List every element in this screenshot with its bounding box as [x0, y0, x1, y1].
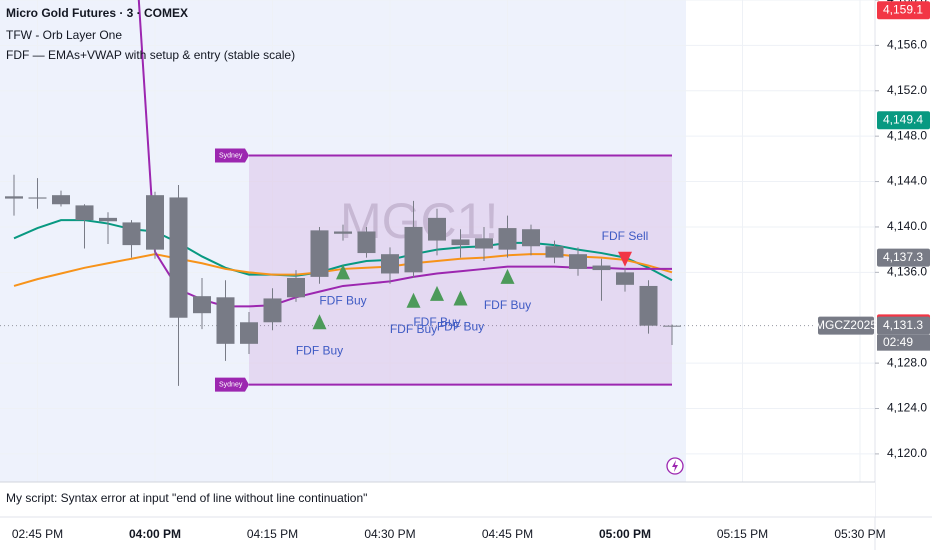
- sell-signal: [618, 251, 632, 267]
- candle-body: [498, 228, 517, 250]
- candle-body: [263, 298, 282, 323]
- candle-body: [334, 231, 352, 234]
- y-tick-label: 4,152.0: [887, 83, 927, 97]
- signal-label: FDF Buy: [296, 343, 343, 357]
- candle-body: [28, 197, 47, 199]
- signal-label: FDF Buy: [437, 320, 484, 334]
- price-badge-label: 4,149.4: [883, 112, 923, 126]
- y-tick-label: 4,148.0: [887, 128, 927, 142]
- candle-body: [428, 217, 446, 241]
- symbol-badge: [818, 316, 874, 335]
- candle-body: [616, 272, 634, 285]
- candle-body: [475, 238, 493, 249]
- price-badge: [877, 316, 930, 335]
- alert-icon[interactable]: [666, 457, 684, 475]
- x-tick-label: 04:30 PM: [364, 527, 415, 541]
- signal-label: FDF Buy: [413, 315, 460, 329]
- orb-label: Sydney: [219, 152, 243, 159]
- indicator: TFW - Orb Layer One: [6, 28, 122, 42]
- candle-body: [146, 195, 164, 250]
- candle-body: [193, 296, 211, 314]
- countdown: 02:49: [883, 335, 913, 349]
- buy-signal: [430, 285, 444, 301]
- y-tick-label: 4,136.0: [887, 265, 927, 279]
- candle-body: [122, 222, 141, 246]
- candle-body: [639, 285, 658, 326]
- orb-tag: [215, 377, 249, 392]
- candle-body: [240, 322, 258, 344]
- candle-body: [451, 239, 470, 246]
- candle-body: [592, 265, 611, 271]
- signal-label: FDF Buy: [390, 322, 437, 336]
- candle-body: [216, 297, 235, 344]
- buy-signal: [453, 290, 468, 306]
- y-tick-label: 4,124.0: [887, 401, 927, 415]
- price-badge: [877, 1, 930, 20]
- x-tick-label: 05:30 PM: [834, 527, 885, 541]
- indicator: FDF — EMAs+VWAP with setup & entry (stab…: [6, 48, 295, 62]
- x-tick-label: 02:45 PM: [12, 527, 63, 541]
- price-badge-label: 4,137.3: [883, 250, 923, 264]
- price-badge-label: 4,131.3: [883, 318, 923, 332]
- y-tick-label: 4,144.0: [887, 174, 927, 188]
- x-tick-label: 04:00 PM: [129, 527, 181, 541]
- message: My script: Syntax error at input "end of…: [6, 491, 367, 505]
- buy-signal: [336, 264, 350, 280]
- candles: [5, 174, 681, 386]
- x-tick-label: 05:15 PM: [717, 527, 768, 541]
- candle-body: [357, 231, 376, 254]
- axes: 4,160.04,156.04,152.04,148.04,144.04,140…: [12, 0, 930, 541]
- x-tick-label: 04:15 PM: [247, 527, 298, 541]
- candle-body: [404, 226, 423, 273]
- buy-signal: [500, 268, 515, 284]
- candle-body: [5, 196, 23, 199]
- countdown-badge: [877, 334, 930, 351]
- y-tick-label: 4,140.0: [887, 219, 927, 233]
- orb-label: Sydney: [219, 382, 243, 389]
- candle-body: [52, 195, 70, 205]
- y-tick-label: 4,156.0: [887, 38, 927, 52]
- price-badge: [877, 248, 930, 267]
- y-tick-label: 4,120.0: [887, 446, 927, 460]
- candle-body: [287, 278, 305, 298]
- candle-body: [75, 205, 94, 221]
- orb-tag: [215, 148, 249, 163]
- candle-body: [663, 325, 681, 327]
- buy-signal: [312, 314, 327, 330]
- y-tick-label: 4,128.0: [887, 355, 927, 369]
- candle-body: [569, 254, 587, 269]
- signal-label: FDF Sell: [602, 229, 649, 243]
- candle-body: [545, 246, 564, 258]
- price-badge-label: 4,159.1: [883, 2, 923, 16]
- buy-signal: [406, 292, 421, 308]
- candle-body: [99, 217, 117, 222]
- candle-body: [522, 229, 540, 247]
- x-tick-label: 04:45 PM: [482, 527, 533, 541]
- candle-body: [169, 197, 188, 318]
- candle-body: [381, 254, 399, 274]
- message-panel: [0, 482, 875, 517]
- price-badge: [877, 111, 930, 130]
- signal-label: FDF Buy: [319, 294, 366, 308]
- symbol-label: MGCZ2025: [815, 318, 877, 332]
- signal-label: FDF Buy: [484, 298, 531, 312]
- candle-body: [310, 230, 329, 277]
- x-tick-label: 05:00 PM: [599, 527, 651, 541]
- chart-title: Micro Gold Futures · 3 · COMEX: [6, 6, 188, 20]
